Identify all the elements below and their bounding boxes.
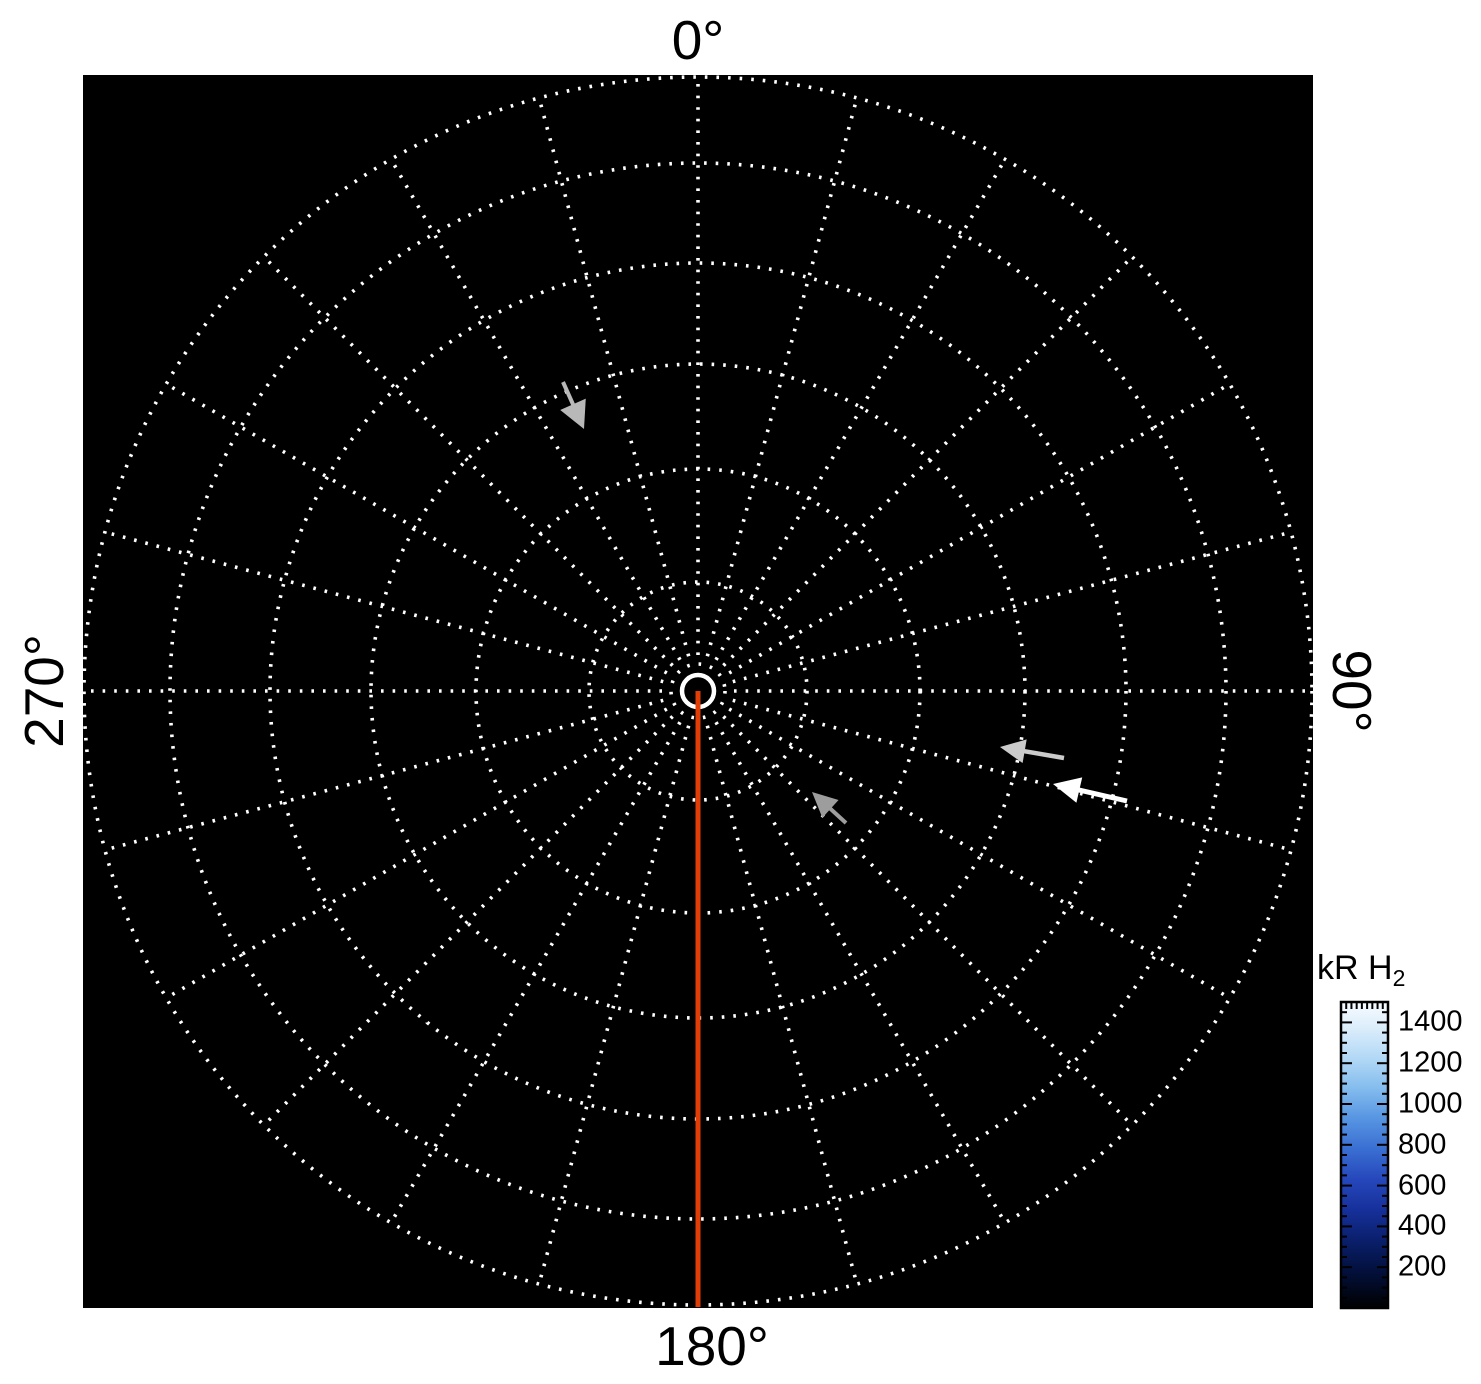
arrow-inner-gray bbox=[812, 792, 848, 825]
angle-label-0: 0° bbox=[671, 9, 725, 71]
arrow-east-gray-tail bbox=[1020, 748, 1065, 761]
colorbar-tick-label: 1200 bbox=[1398, 1046, 1463, 1079]
colorbar-tick-label: 800 bbox=[1398, 1128, 1447, 1161]
colorbar-tick-label: 600 bbox=[1398, 1169, 1447, 1202]
colorbar-title-subscript: 2 bbox=[1392, 965, 1406, 991]
arrow-east-white-head bbox=[1053, 777, 1083, 803]
arrow-east-gray-head bbox=[1000, 739, 1027, 764]
arrow-east-white bbox=[1053, 777, 1128, 804]
grid-circle bbox=[168, 161, 1228, 1221]
angle-label-270: 270° bbox=[13, 634, 75, 748]
colorbar-tick-label: 200 bbox=[1398, 1250, 1447, 1283]
arrow-east-gray bbox=[1000, 739, 1065, 764]
arrow-north-gray-head bbox=[560, 398, 586, 429]
grid-circle bbox=[587, 580, 809, 802]
grid-group bbox=[83, 75, 1313, 1307]
arrow-north-gray bbox=[560, 381, 586, 429]
angle-label-90: 90° bbox=[1321, 649, 1383, 733]
arrow-north-gray-tail bbox=[561, 381, 577, 409]
grid-circle bbox=[268, 261, 1128, 1121]
arrow-inner-gray-head bbox=[812, 792, 839, 818]
colorbar-title: kR H2 bbox=[1317, 949, 1405, 992]
grid-circle bbox=[669, 662, 727, 720]
colorbar-title-main: kR H bbox=[1317, 949, 1393, 987]
colorbar-gradient bbox=[1339, 1000, 1390, 1310]
colorbar-tick-label: 1400 bbox=[1398, 1005, 1463, 1038]
arrow-inner-gray-tail bbox=[826, 804, 848, 825]
arrow-east-white-tail bbox=[1074, 786, 1128, 804]
colorbar-tick-label: 1000 bbox=[1398, 1087, 1463, 1120]
colorbar-tick-label: 400 bbox=[1398, 1209, 1447, 1242]
angle-label-180: 180° bbox=[655, 1315, 769, 1377]
